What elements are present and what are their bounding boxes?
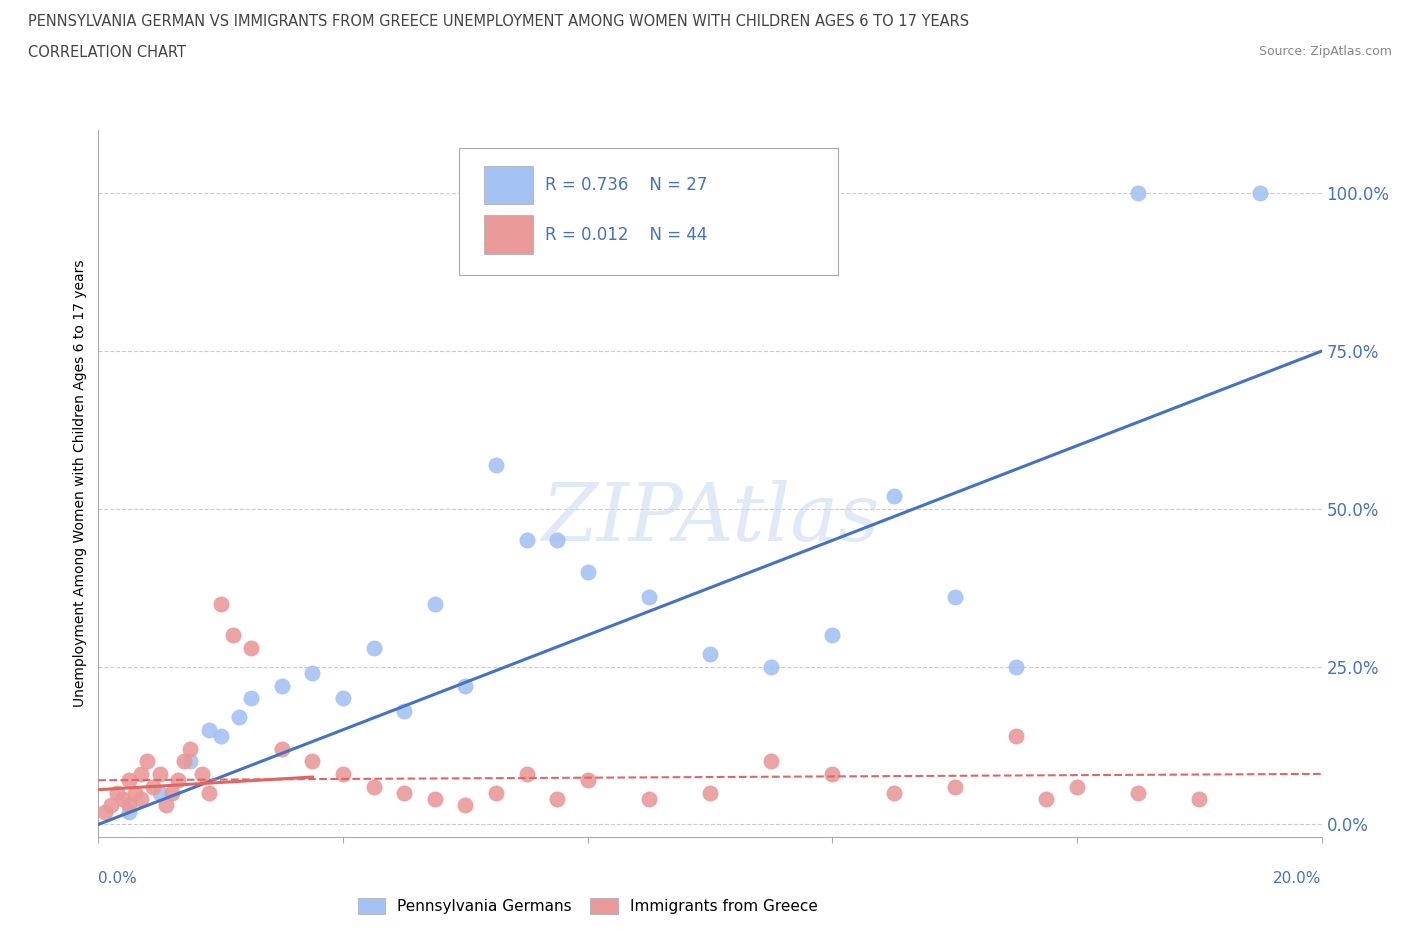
Point	[142, 779, 165, 794]
Point	[179, 754, 201, 769]
Point	[270, 678, 294, 693]
Point	[129, 766, 152, 781]
Point	[93, 804, 115, 819]
Point	[943, 590, 966, 604]
Point	[761, 754, 783, 769]
Point	[821, 628, 844, 643]
Y-axis label: Unemployment Among Women with Children Ages 6 to 17 years: Unemployment Among Women with Children A…	[73, 259, 87, 708]
Point	[149, 766, 172, 781]
Point	[179, 741, 201, 756]
Point	[301, 666, 323, 681]
Point	[699, 785, 721, 800]
Point	[392, 703, 416, 718]
Point	[118, 773, 141, 788]
Point	[111, 791, 134, 806]
Point	[699, 646, 721, 661]
Point	[821, 766, 844, 781]
Point	[100, 798, 122, 813]
Point	[546, 533, 568, 548]
Point	[129, 791, 152, 806]
Point	[761, 659, 783, 674]
Point	[1128, 186, 1150, 201]
Point	[124, 785, 146, 800]
Point	[1004, 659, 1026, 674]
Point	[576, 773, 599, 788]
Point	[149, 785, 172, 800]
Point	[197, 723, 219, 737]
Point	[301, 754, 323, 769]
Point	[1066, 779, 1088, 794]
Point	[363, 640, 385, 655]
Point	[423, 596, 446, 611]
Point	[883, 489, 905, 504]
Point	[423, 791, 446, 806]
Text: 0.0%: 0.0%	[98, 871, 138, 886]
Point	[118, 798, 141, 813]
Text: ZIPAtlas: ZIPAtlas	[541, 480, 879, 558]
Point	[228, 710, 250, 724]
Text: CORRELATION CHART: CORRELATION CHART	[28, 45, 186, 60]
Point	[1250, 186, 1272, 201]
Point	[136, 754, 159, 769]
Point	[576, 565, 599, 579]
Point	[363, 779, 385, 794]
Point	[160, 785, 183, 800]
Point	[1128, 785, 1150, 800]
Point	[485, 458, 508, 472]
Text: 20.0%: 20.0%	[1274, 871, 1322, 886]
Point	[240, 640, 263, 655]
Point	[332, 691, 354, 706]
Point	[209, 596, 232, 611]
Point	[485, 785, 508, 800]
Point	[1188, 791, 1211, 806]
Point	[173, 754, 195, 769]
Point	[197, 785, 219, 800]
FancyBboxPatch shape	[460, 148, 838, 275]
Point	[516, 533, 538, 548]
Text: PENNSYLVANIA GERMAN VS IMMIGRANTS FROM GREECE UNEMPLOYMENT AMONG WOMEN WITH CHIL: PENNSYLVANIA GERMAN VS IMMIGRANTS FROM G…	[28, 14, 969, 29]
Point	[222, 628, 245, 643]
Point	[1004, 728, 1026, 743]
FancyBboxPatch shape	[484, 215, 533, 254]
Point	[454, 798, 477, 813]
Point	[191, 766, 214, 781]
Point	[118, 804, 141, 819]
Point	[637, 590, 661, 604]
Point	[270, 741, 294, 756]
Point	[454, 678, 477, 693]
Point	[155, 798, 177, 813]
Point	[883, 785, 905, 800]
Legend: Pennsylvania Germans, Immigrants from Greece: Pennsylvania Germans, Immigrants from Gr…	[357, 897, 818, 914]
Text: R = 0.736    N = 27: R = 0.736 N = 27	[546, 177, 707, 194]
Point	[637, 791, 661, 806]
Point	[392, 785, 416, 800]
Point	[1035, 791, 1057, 806]
Point	[516, 766, 538, 781]
Point	[167, 773, 190, 788]
Point	[105, 785, 128, 800]
Point	[943, 779, 966, 794]
Text: Source: ZipAtlas.com: Source: ZipAtlas.com	[1258, 45, 1392, 58]
Point	[240, 691, 263, 706]
FancyBboxPatch shape	[484, 166, 533, 205]
Point	[546, 791, 568, 806]
Point	[209, 728, 232, 743]
Text: R = 0.012    N = 44: R = 0.012 N = 44	[546, 226, 707, 244]
Point	[332, 766, 354, 781]
